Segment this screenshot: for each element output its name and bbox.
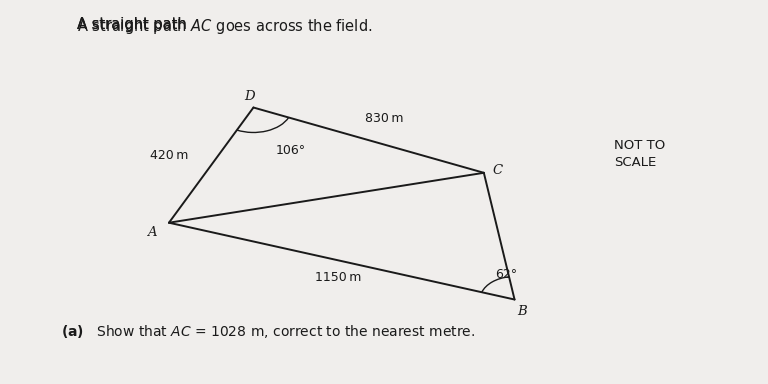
Text: 420 m: 420 m [150,149,188,162]
Text: 1150 m: 1150 m [315,271,361,284]
Text: A straight path $AC$ goes across the field.: A straight path $AC$ goes across the fie… [77,17,372,36]
Text: $\bf{(a)}$   Show that $AC$ = 1028 m, correct to the nearest metre.: $\bf{(a)}$ Show that $AC$ = 1028 m, corr… [61,323,475,339]
Text: 62°: 62° [495,268,518,281]
Text: D: D [244,90,255,103]
Text: B: B [518,305,527,318]
Text: NOT TO
SCALE: NOT TO SCALE [614,139,666,169]
Text: C: C [492,164,503,177]
Text: 830 m: 830 m [365,112,403,125]
Text: 106°: 106° [276,144,306,157]
Text: A straight path: A straight path [77,17,191,32]
Text: A straight path: A straight path [77,17,191,32]
Text: A: A [147,226,157,239]
